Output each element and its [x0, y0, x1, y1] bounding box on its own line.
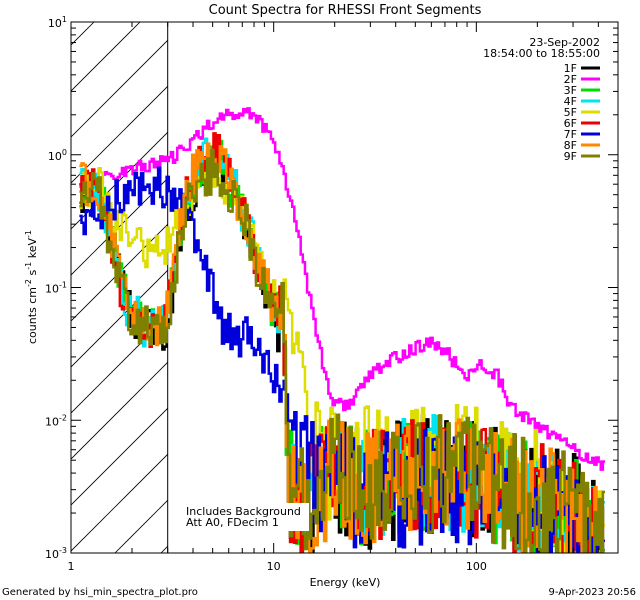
annotation-attenuator: Att A0, FDecim 1: [186, 516, 279, 529]
hatch-line: [71, 223, 168, 322]
series-lines: [79, 107, 606, 553]
y-tick-label-1e1: 101: [48, 15, 67, 30]
y-label-exp1: -2: [24, 279, 33, 287]
footer-generated-by: Generated by hsi_min_spectra_plot.pro: [2, 587, 198, 598]
hatch-line: [71, 39, 168, 138]
x-tick-label-10: 10: [267, 560, 281, 573]
attenuated-region-hatch: [71, 22, 168, 553]
y-tick-base: 10: [48, 17, 62, 30]
y-tick-base: 10: [45, 548, 59, 561]
y-tick-exponent: -1: [59, 281, 67, 290]
hatch-line: [71, 407, 168, 506]
legend-label-1f: 1F: [564, 62, 577, 75]
y-tick-base: 10: [45, 283, 59, 296]
y-axis-label: counts cm-2 s-1 keV-1: [24, 230, 39, 344]
legend-label-3f: 3F: [564, 84, 577, 97]
hatch-line: [71, 177, 168, 276]
y-tick-base: 10: [48, 150, 62, 163]
y-tick-label-1e-1: 10-1: [45, 281, 67, 296]
chart-title: Count Spectra for RHESSI Front Segments: [209, 3, 482, 18]
y-label-main: counts cm: [26, 287, 39, 344]
annotation-background: Includes Background: [186, 505, 301, 518]
y-tick-exponent: 1: [62, 15, 67, 24]
series-line-8f: [79, 142, 603, 553]
series-line-9f: [79, 148, 606, 553]
legend-label-6f: 6F: [564, 117, 577, 130]
y-tick-exponent: -3: [59, 546, 67, 555]
annotation-backdrop: [185, 503, 309, 531]
legend-label-7f: 7F: [564, 128, 577, 141]
axis-ticks: [70, 21, 619, 554]
hatch-line: [71, 361, 168, 460]
series-line-2f: [79, 107, 606, 471]
footer-timestamp: 9-Apr-2023 20:56: [549, 587, 636, 598]
y-tick-label-1e0: 100: [48, 148, 67, 163]
y-label-tail: keV: [26, 238, 39, 262]
legend-label-4f: 4F: [564, 95, 577, 108]
legend-label-9f: 9F: [564, 150, 577, 163]
legend-label-8f: 8F: [564, 139, 577, 152]
x-tick-label-100: 100: [466, 560, 487, 573]
x-axis-label: Energy (keV): [310, 576, 381, 589]
observation-date: 23-Sep-2002: [529, 36, 600, 49]
y-label-mid: s: [26, 269, 39, 278]
y-label-exp2: -1: [24, 262, 33, 270]
y-tick-exponent: 0: [62, 148, 67, 157]
y-tick-exponent: -2: [59, 413, 67, 422]
legend-label-5f: 5F: [564, 106, 577, 119]
y-label-exp3: -1: [24, 230, 33, 238]
legend-label-2f: 2F: [564, 73, 577, 86]
y-tick-base: 10: [45, 415, 59, 428]
y-tick-label-1e-2: 10-2: [45, 413, 67, 428]
hatch-line: [71, 22, 141, 92]
y-tick-label-1e-3: 10-3: [45, 546, 67, 561]
observation-time-range: 18:54:00 to 18:55:00: [483, 47, 600, 60]
x-tick-label-1: 1: [68, 560, 75, 573]
